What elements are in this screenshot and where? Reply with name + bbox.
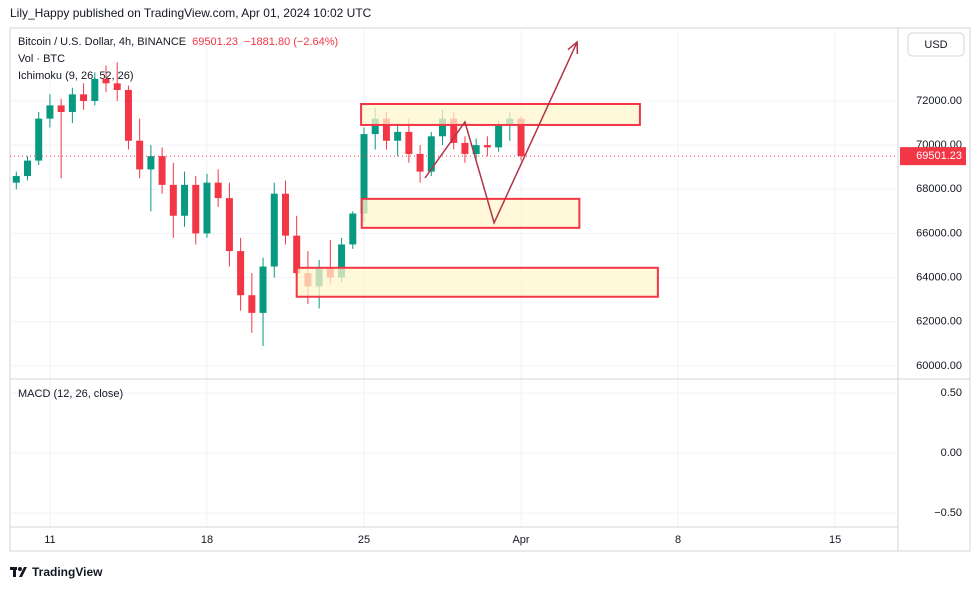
candle-body bbox=[360, 134, 368, 214]
candle-body bbox=[394, 131, 402, 141]
candle-body bbox=[461, 142, 469, 154]
candle-body bbox=[517, 118, 525, 157]
candle-body bbox=[214, 182, 222, 199]
price-tag-label: 69501.23 bbox=[916, 150, 962, 162]
candle-body bbox=[80, 94, 88, 101]
y-tick-label: 66000.00 bbox=[916, 227, 962, 239]
x-tick-label: 18 bbox=[201, 534, 213, 546]
candle-body bbox=[169, 184, 177, 216]
candle-body bbox=[35, 118, 43, 161]
symbol-line: Bitcoin / U.S. Dollar, 4h, BINANCE 69501.… bbox=[18, 36, 338, 48]
y-tick-label: −0.50 bbox=[934, 507, 962, 519]
change: −1881.80 (−2.64%) bbox=[244, 36, 338, 48]
candle-body bbox=[472, 145, 480, 154]
candle-body bbox=[270, 193, 278, 267]
zone bbox=[295, 266, 659, 298]
y-tick-label: 72000.00 bbox=[916, 95, 962, 107]
arrow-head bbox=[567, 40, 579, 55]
candle-body bbox=[338, 244, 346, 278]
zone bbox=[360, 102, 641, 126]
candle-body bbox=[203, 182, 211, 234]
indicator: Vol · BTC bbox=[18, 53, 65, 65]
symbol: Bitcoin / U.S. Dollar, 4h, BINANCE bbox=[18, 36, 186, 48]
x-tick-label: Apr bbox=[512, 534, 529, 546]
currency-button[interactable] bbox=[907, 32, 965, 57]
candle-body bbox=[192, 184, 200, 234]
candle-body bbox=[102, 78, 110, 84]
candle-body bbox=[57, 105, 65, 113]
x-tick-label: 11 bbox=[44, 534, 55, 546]
candle-body bbox=[371, 118, 379, 135]
y-tick-label: 64000.00 bbox=[916, 271, 962, 283]
candle-body bbox=[113, 83, 121, 90]
publisher: Lily_Happy published on TradingView.com,… bbox=[10, 6, 372, 20]
candle-body bbox=[158, 156, 166, 185]
indicator: Ichimoku (9, 26, 52, 26) bbox=[18, 70, 134, 82]
candle-body bbox=[147, 156, 155, 170]
last-price: 69501.23 bbox=[192, 36, 238, 48]
y-tick-label: 60000.00 bbox=[916, 360, 962, 372]
candle-body bbox=[124, 89, 132, 141]
candle-body bbox=[91, 78, 99, 101]
candle-body bbox=[293, 235, 301, 274]
y-tick-label: 62000.00 bbox=[916, 316, 962, 328]
candle-body bbox=[46, 105, 54, 119]
candle-body bbox=[416, 153, 424, 172]
candle-body bbox=[23, 160, 31, 177]
candle-body bbox=[259, 266, 267, 313]
candle-body bbox=[439, 118, 447, 137]
x-tick-label: 8 bbox=[675, 534, 681, 546]
candle-body bbox=[405, 131, 413, 154]
currency[interactable]: USD bbox=[924, 39, 947, 51]
projection-path bbox=[424, 41, 578, 225]
candle-body bbox=[237, 251, 245, 296]
candle-body bbox=[181, 184, 189, 216]
candle-body bbox=[495, 125, 503, 148]
candle-body bbox=[483, 145, 491, 148]
candle-body bbox=[281, 193, 289, 236]
x-tick-label: 25 bbox=[358, 534, 370, 546]
logo bbox=[10, 567, 27, 577]
candle-body bbox=[68, 94, 76, 113]
candle-body bbox=[349, 213, 357, 245]
candle-body bbox=[248, 295, 256, 313]
candle-body bbox=[382, 118, 390, 141]
zone bbox=[360, 197, 581, 229]
x-tick-label: 15 bbox=[829, 534, 841, 546]
candle-body bbox=[450, 118, 458, 143]
price-tag bbox=[900, 147, 966, 166]
frame bbox=[9, 27, 971, 552]
macd-label: MACD (12, 26, close) bbox=[18, 388, 123, 400]
candle-body bbox=[225, 198, 233, 252]
candle-body bbox=[136, 140, 144, 170]
brand: TradingView bbox=[32, 565, 103, 579]
y-tick-label: 68000.00 bbox=[916, 183, 962, 195]
y-tick-label: 0.00 bbox=[941, 447, 962, 459]
candle-body bbox=[12, 176, 20, 183]
y-tick-label: 0.50 bbox=[941, 387, 962, 399]
candle-body bbox=[427, 136, 435, 172]
